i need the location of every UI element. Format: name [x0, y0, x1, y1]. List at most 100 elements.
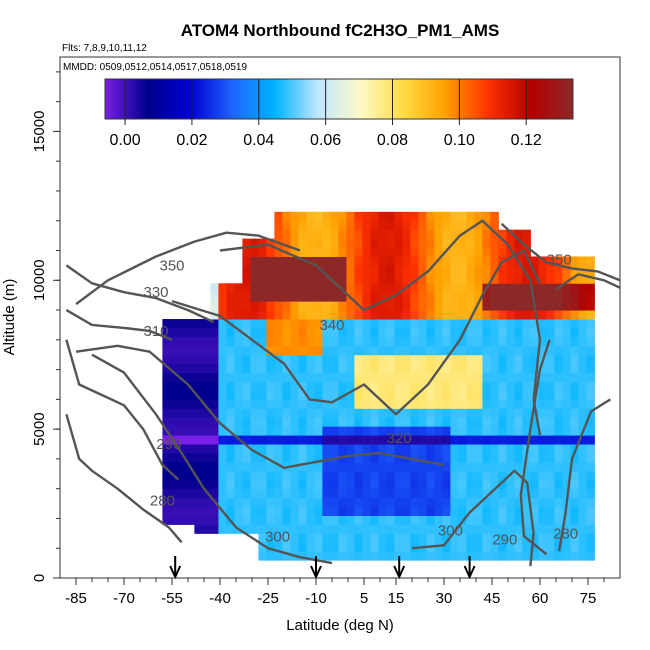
heatmap-cell — [514, 542, 523, 552]
heatmap-cell — [498, 229, 507, 240]
heatmap-cell — [530, 408, 539, 418]
heatmap-cell — [314, 542, 323, 552]
heatmap-cell — [370, 479, 379, 490]
heatmap-cell — [562, 533, 571, 543]
heatmap-cell — [402, 506, 411, 516]
heatmap-cell — [274, 318, 283, 329]
heatmap-cell — [322, 229, 331, 240]
heatmap-cell — [394, 310, 403, 320]
heatmap-cell — [562, 452, 571, 463]
heatmap-cell — [194, 470, 203, 481]
heatmap-cell — [274, 533, 283, 543]
heatmap-cell — [586, 363, 595, 374]
heatmap-cell — [538, 488, 547, 499]
heatmap-cell — [386, 381, 395, 391]
heatmap-cell — [210, 524, 219, 534]
heatmap-cell — [266, 238, 275, 249]
heatmap-cell — [434, 435, 443, 445]
heatmap-cell — [178, 318, 187, 329]
heatmap-cell — [266, 426, 275, 436]
heatmap-cell — [482, 327, 491, 338]
heatmap-cell — [298, 417, 307, 427]
heatmap-cell — [402, 310, 411, 320]
heatmap-cell — [546, 372, 555, 383]
heatmap-cell — [466, 372, 475, 383]
heatmap-cell — [306, 381, 315, 391]
heatmap-cell — [290, 336, 299, 347]
heatmap-cell — [546, 435, 555, 445]
heatmap-cell — [378, 479, 387, 490]
heatmap-cell — [290, 381, 299, 391]
heatmap-cell — [466, 542, 475, 552]
heatmap-cell — [338, 265, 347, 275]
heatmap-cell — [258, 390, 267, 400]
heatmap-cell — [386, 363, 395, 374]
heatmap-cell — [330, 327, 339, 338]
heatmap-cell — [498, 345, 507, 356]
heatmap-cell — [482, 479, 491, 490]
heatmap-cell — [578, 345, 587, 356]
heatmap-cell — [514, 452, 523, 463]
heatmap-cell — [418, 274, 427, 284]
heatmap-cell — [306, 417, 315, 427]
heatmap-cell — [306, 426, 315, 436]
heatmap-cell — [306, 372, 315, 383]
heatmap-cell — [218, 381, 227, 391]
heatmap-cell — [434, 265, 443, 275]
heatmap-cell — [474, 345, 483, 356]
heatmap-cell — [242, 274, 251, 284]
heatmap-cell — [370, 497, 379, 508]
heatmap-cell — [234, 408, 243, 418]
heatmap-cell — [538, 381, 547, 391]
heatmap-cell — [474, 452, 483, 463]
heatmap-cell — [194, 372, 203, 383]
heatmap-cell — [450, 542, 459, 552]
heatmap-cell — [474, 292, 483, 302]
heatmap-cell — [274, 470, 283, 481]
heatmap-cell — [378, 497, 387, 508]
heatmap-cell — [394, 551, 403, 561]
heatmap-cell — [210, 435, 219, 445]
heatmap-cell — [418, 301, 427, 311]
heatmap-cell — [226, 452, 235, 463]
heatmap-cell — [282, 506, 291, 516]
heatmap-cell — [194, 318, 203, 329]
heatmap-cell — [322, 318, 331, 329]
heatmap-cell — [522, 345, 531, 356]
heatmap-cell — [242, 327, 251, 338]
heatmap-cell — [378, 488, 387, 499]
heatmap-cell — [490, 444, 499, 454]
heatmap-cell — [322, 497, 331, 508]
heatmap-cell — [538, 274, 547, 284]
heatmap-cell — [282, 256, 291, 266]
heatmap-cell — [346, 452, 355, 463]
heatmap-cell — [250, 363, 259, 374]
heatmap-cell — [418, 461, 427, 472]
heatmap-cell — [282, 417, 291, 427]
heatmap-cell — [162, 461, 171, 472]
heatmap-cell — [378, 327, 387, 338]
heatmap-cell — [458, 211, 467, 222]
heatmap-cell — [442, 390, 451, 400]
heatmap-cell — [506, 551, 515, 561]
heatmap-cell — [250, 292, 259, 302]
heatmap-cell — [458, 256, 467, 266]
heatmap-cell — [498, 479, 507, 490]
heatmap-cell — [242, 247, 251, 257]
heatmap-cell — [554, 318, 563, 329]
heatmap-cell — [362, 354, 371, 365]
heatmap-cell — [434, 488, 443, 499]
heatmap-cell — [562, 408, 571, 418]
heatmap-cell — [218, 408, 227, 418]
colorbar — [104, 78, 574, 120]
heatmap-cell — [474, 533, 483, 543]
heatmap-cell — [322, 426, 331, 436]
heatmap-cell — [338, 274, 347, 284]
heatmap-cell — [170, 336, 179, 347]
heatmap-cell — [194, 399, 203, 409]
heatmap-cell — [290, 310, 299, 320]
heatmap-cell — [338, 301, 347, 311]
heatmap-cell — [370, 220, 379, 231]
x-tick-label: 45 — [484, 590, 501, 607]
heatmap-cell — [370, 327, 379, 338]
